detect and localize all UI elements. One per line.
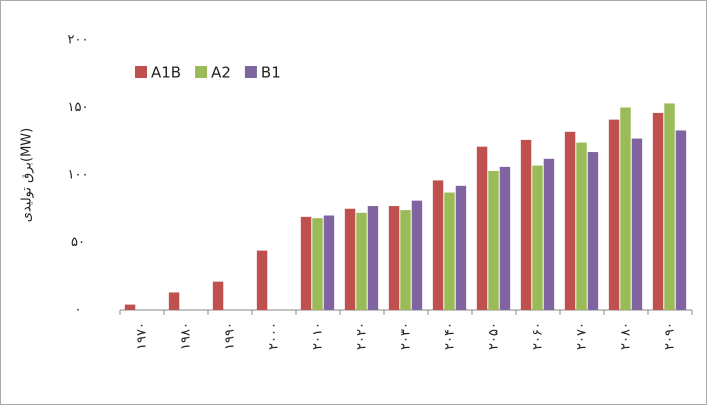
bar	[212, 281, 224, 310]
legend-label: A2	[211, 64, 231, 82]
bar	[532, 165, 543, 310]
bar	[444, 192, 455, 310]
legend-label: B1	[261, 64, 281, 82]
bar	[411, 200, 423, 310]
x-tick-label: ۲۰۳۰	[399, 322, 414, 350]
bar	[664, 103, 675, 310]
bar	[400, 210, 411, 310]
bar	[344, 208, 356, 310]
legend-label: A1B	[151, 64, 181, 82]
bar	[543, 158, 555, 310]
bar	[124, 304, 136, 310]
legend-swatch	[135, 66, 147, 78]
y-axis-label: برق تولیدی(MW)	[20, 128, 35, 222]
bar	[323, 215, 335, 310]
legend-swatch	[244, 66, 257, 78]
bar	[631, 138, 643, 310]
x-tick-label: ۱۹۸۰	[179, 322, 194, 350]
bar	[520, 139, 532, 310]
x-tick-label: ۲۰۴۰	[443, 322, 458, 350]
bar	[587, 152, 599, 310]
bar	[312, 218, 323, 310]
bar	[488, 170, 499, 310]
y-tick-label: ۵۰	[71, 235, 85, 250]
x-tick-label: ۲۰۵۰	[487, 322, 502, 350]
y-tick-label: ۱۵۰	[68, 100, 89, 115]
bar	[367, 206, 379, 310]
bar	[356, 212, 367, 310]
x-tick-label: ۱۹۹۰	[223, 322, 238, 350]
x-tick-label: ۲۰۷۰	[575, 322, 590, 350]
x-tick-label: ۲۰۸۰	[619, 322, 634, 350]
x-tick-label: ۲۰۹۰	[663, 322, 678, 350]
bar	[620, 107, 631, 310]
legend-swatch	[195, 66, 208, 78]
bar	[675, 130, 687, 310]
bar	[300, 216, 312, 310]
bar	[256, 250, 268, 310]
bar	[576, 142, 587, 310]
bar	[564, 131, 576, 310]
bar	[652, 112, 664, 311]
x-tick-label: ۱۹۷۰	[135, 322, 150, 350]
bar	[499, 166, 511, 310]
x-tick-label: ۲۰۶۰	[531, 322, 546, 350]
bar	[168, 292, 180, 310]
x-tick-label: ۲۰۰۰	[267, 322, 282, 350]
bar	[476, 146, 488, 310]
y-tick-label: ۲۰۰	[68, 33, 89, 48]
bar	[388, 206, 400, 310]
bar	[608, 119, 620, 311]
y-tick-label: ۱۰۰	[68, 168, 89, 183]
x-tick-label: ۲۰۱۰	[311, 322, 326, 350]
bar	[455, 185, 467, 310]
x-tick-label: ۲۰۲۰	[355, 322, 370, 350]
y-tick-label: ۰	[75, 303, 82, 318]
bar	[432, 180, 444, 310]
